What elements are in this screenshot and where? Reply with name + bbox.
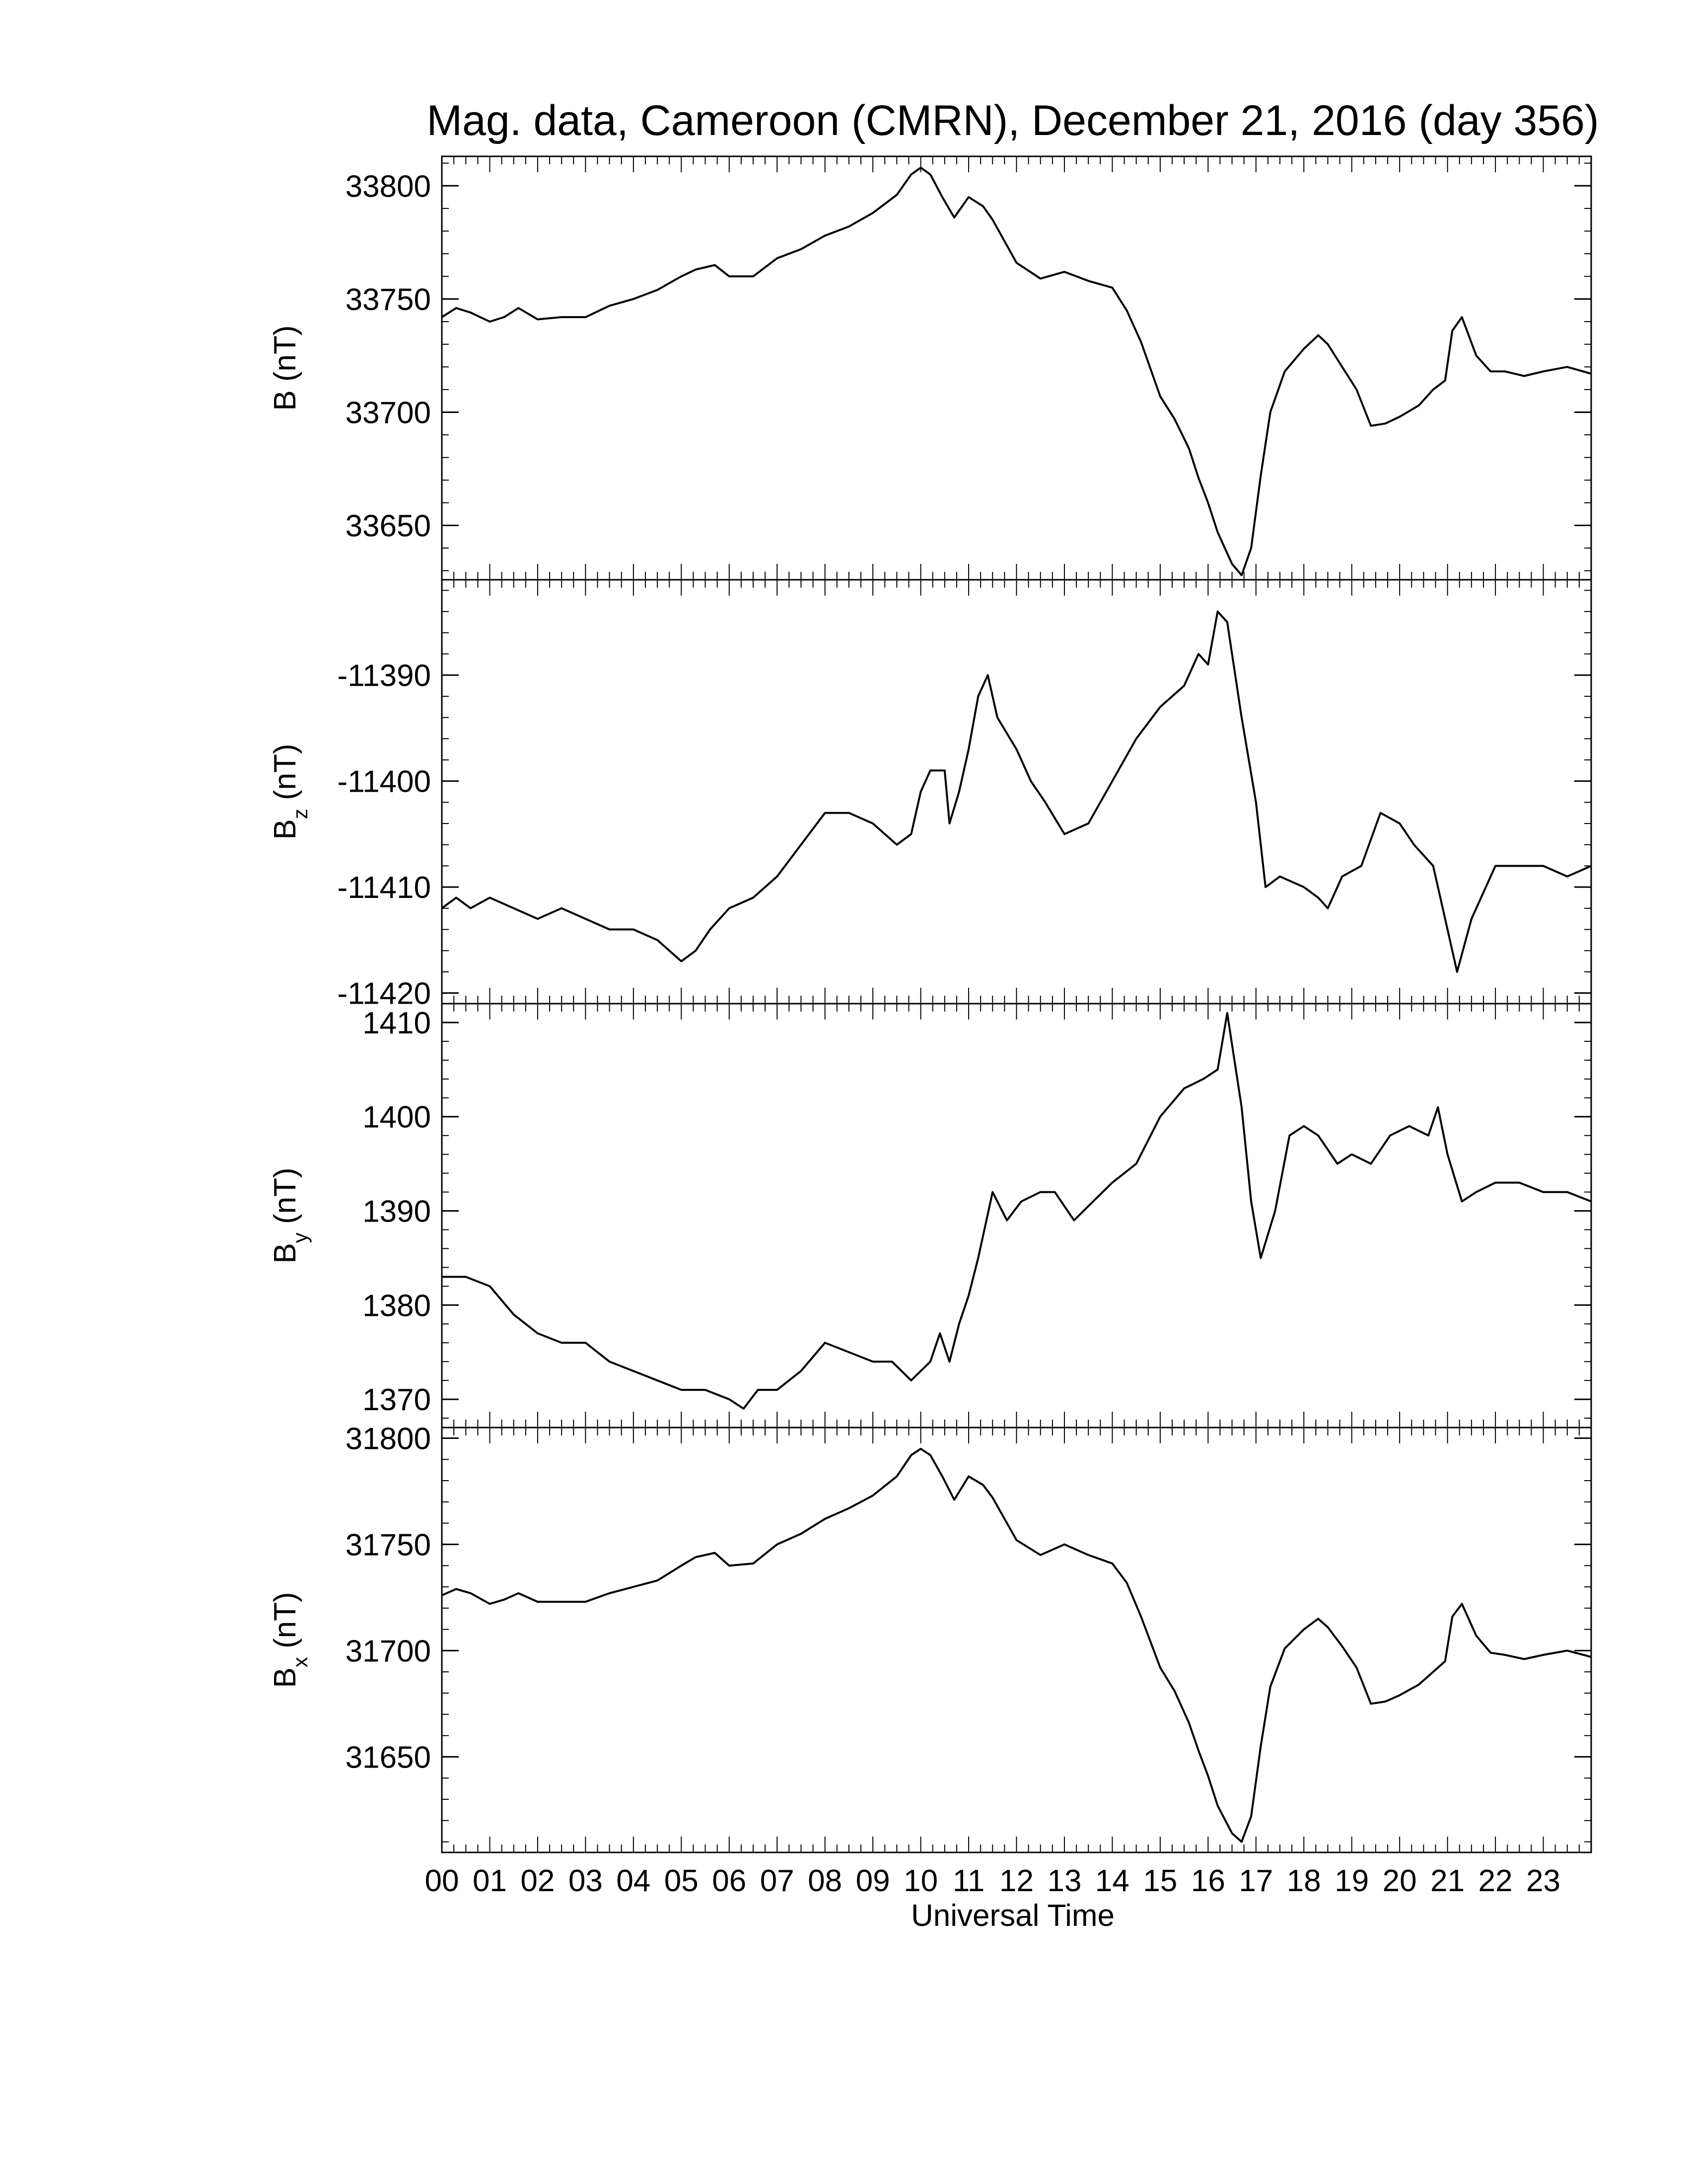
x-tick-label: 07: [760, 1864, 794, 1898]
y-tick-label: 1410: [362, 1006, 431, 1040]
panel-frame: [441, 1427, 1592, 1853]
x-tick-label: 11: [953, 1864, 985, 1898]
x-tick-label: 13: [1047, 1864, 1081, 1898]
x-tick-label: 12: [999, 1864, 1034, 1898]
series-line: [441, 611, 1592, 973]
x-tick-label: 01: [473, 1864, 507, 1898]
y-tick-label: 31750: [346, 1528, 431, 1562]
y-axis-label: B (nT): [268, 325, 302, 410]
y-tick-label: -11420: [338, 977, 431, 1011]
x-tick-label: 22: [1478, 1864, 1513, 1898]
y-tick-label: 33700: [346, 396, 431, 430]
x-tick-label: 02: [520, 1864, 555, 1898]
chart-title: Mag. data, Cameroon (CMRN), December 21,…: [426, 97, 1599, 144]
x-tick-label: 14: [1095, 1864, 1129, 1898]
x-tick-label: 19: [1335, 1864, 1369, 1898]
x-tick-label: 16: [1191, 1864, 1225, 1898]
y-tick-label: -11400: [338, 765, 431, 799]
series-line: [441, 1447, 1592, 1843]
y-tick-label: 31650: [346, 1740, 431, 1774]
x-tick-label: 17: [1239, 1864, 1273, 1898]
series-line: [441, 166, 1592, 576]
y-tick-label: 1370: [362, 1383, 431, 1417]
y-tick-label: 1380: [362, 1289, 431, 1323]
y-tick-label: -11390: [338, 659, 431, 693]
x-tick-label: 06: [712, 1864, 746, 1898]
x-tick-label: 04: [616, 1864, 650, 1898]
x-tick-label: 05: [664, 1864, 699, 1898]
panel-1: 33650 33700 33750 33800 B (nT): [268, 155, 1592, 581]
y-tick-label: -11410: [338, 871, 431, 905]
y-axis-label: Bz (nT): [268, 744, 312, 839]
y-tick-label: 1390: [362, 1195, 431, 1229]
x-tick-label: 18: [1287, 1864, 1321, 1898]
x-tick-label: 10: [904, 1864, 938, 1898]
x-tick-label: 23: [1526, 1864, 1560, 1898]
panel-4: 31650 31700 31750 31800 Bx (nT): [268, 1422, 1592, 1853]
x-tick-label: 00: [425, 1864, 459, 1898]
x-tick-label: 03: [568, 1864, 603, 1898]
panel-3: 1370 1380 1390 1400 1410 By (nT): [268, 1003, 1592, 1429]
y-tick-label: 33650: [346, 509, 431, 544]
x-tick-label: 09: [856, 1864, 890, 1898]
x-tick-label: 21: [1430, 1864, 1465, 1898]
y-tick-label: 1400: [362, 1100, 431, 1135]
y-axis-label: Bx (nT): [268, 1592, 312, 1688]
x-tick-label: 20: [1383, 1864, 1417, 1898]
panel-frame: [441, 579, 1592, 1005]
y-tick-label: 31800: [346, 1422, 431, 1456]
y-tick-label: 31700: [346, 1634, 431, 1668]
panel-2: -11420 -11410 -11400 -11390 Bz (nT): [268, 579, 1592, 1011]
panel-frame: [441, 155, 1592, 581]
x-tick-label: 08: [808, 1864, 842, 1898]
y-tick-label: 33750: [346, 282, 431, 317]
y-tick-label: 33800: [346, 169, 431, 204]
series-line: [442, 1012, 1592, 1410]
y-axis-label: By (nT): [268, 1167, 312, 1263]
x-tick-label: 15: [1143, 1864, 1177, 1898]
x-axis-label: Universal Time: [911, 1899, 1115, 1933]
